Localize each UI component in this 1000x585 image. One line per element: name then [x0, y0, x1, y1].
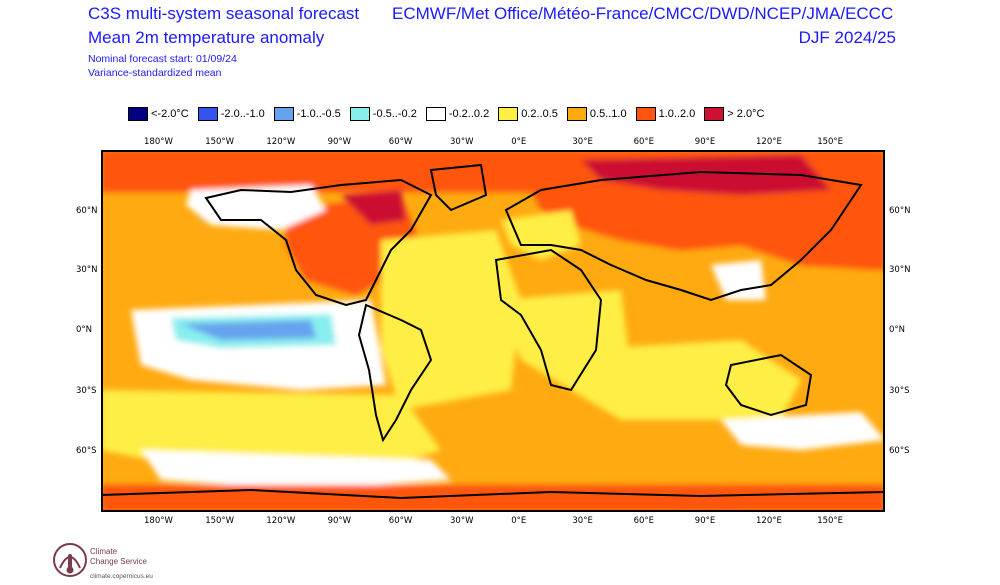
legend-label: > 2.0°C	[727, 108, 765, 120]
method-note: Variance-standardized mean	[88, 67, 222, 79]
lon-tick-label-bottom: 60°W	[388, 516, 413, 526]
coast-eurasia	[504, 170, 863, 302]
legend-swatch	[128, 107, 148, 121]
legend-label: -0.2..0.2	[448, 108, 490, 120]
lon-tick-label-bottom: 120°E	[756, 516, 782, 526]
legend-item: -0.2..0.2	[425, 107, 490, 121]
lon-tick-label-bottom: 60°E	[633, 516, 655, 526]
lat-tick-label-left: 30°N	[76, 265, 98, 275]
legend-item: <-2.0°C	[128, 107, 189, 121]
lon-tick-label-bottom: 150°W	[205, 516, 235, 526]
lon-tick-label-top: 60°E	[633, 137, 655, 147]
lon-tick-label-top: 150°W	[205, 137, 235, 147]
copernicus-logo	[53, 543, 87, 577]
lon-tick-label-top: 90°W	[327, 137, 352, 147]
legend-swatch	[273, 107, 294, 121]
lon-tick-label-top: 30°W	[450, 137, 474, 147]
legend-swatch	[425, 107, 446, 121]
anomaly-region-east-asia	[711, 260, 766, 300]
anomaly-region-southern-ocean-east	[721, 412, 885, 450]
lon-tick-label-bottom: 30°E	[572, 516, 593, 526]
lon-tick-label-bottom: 90°E	[694, 516, 716, 526]
lon-tick-label-top: 180°W	[144, 137, 173, 147]
lon-tick-label-bottom: 30°W	[450, 516, 474, 526]
map-canvas	[101, 150, 885, 512]
map-frame	[101, 150, 885, 512]
anomaly-region-antarctic	[101, 485, 885, 512]
legend-swatch	[566, 107, 587, 121]
legend-label: 0.5..1.0	[589, 108, 627, 120]
legend-swatch	[498, 107, 519, 121]
logo-text-line1: Climate	[90, 547, 118, 556]
logo-url: climate.copernicus.eu	[90, 573, 153, 580]
legend-swatch	[349, 107, 370, 121]
lat-tick-label-left: 0°N	[76, 325, 93, 335]
legend-label: 1.0..2.0	[658, 108, 696, 120]
legend-item: -2.0..-1.0	[197, 107, 265, 121]
legend-item: -1.0..-0.5	[273, 107, 341, 121]
lat-tick-label-right: 60°S	[889, 446, 910, 456]
lon-tick-label-bottom: 180°W	[144, 516, 173, 526]
lon-tick-label-top: 150°E	[817, 137, 844, 147]
anomaly-region-siberia	[581, 155, 831, 195]
color-legend: <-2.0°C -2.0..-1.0 -1.0..-0.5 -0.5..-0.2 -0.…	[128, 105, 773, 123]
coast-australia	[724, 353, 813, 417]
logo-text-line2: Change Service	[90, 557, 147, 566]
lon-tick-label-bottom: 90°W	[327, 516, 352, 526]
forecast-start-note: Nominal forecast start: 01/09/24	[88, 53, 237, 65]
lat-tick-label-right: 0°N	[889, 325, 906, 335]
lon-tick-label-bottom: 150°E	[817, 516, 844, 526]
legend-label: 0.2..0.5	[521, 108, 558, 120]
lat-tick-label-left: 60°S	[76, 446, 97, 456]
lon-tick-label-bottom: 120°W	[266, 516, 296, 526]
lon-tick-label-top: 120°W	[266, 137, 296, 147]
anomaly-region-hudson	[341, 190, 406, 225]
coast-antarctica	[101, 488, 885, 500]
lat-tick-label-right: 30°N	[889, 265, 911, 275]
title-line-1: C3S multi-system seasonal forecast	[88, 4, 360, 23]
legend-swatch	[704, 107, 725, 121]
legend-label: -0.5..-0.2	[372, 108, 417, 120]
lon-tick-label-top: 90°E	[694, 137, 716, 147]
season-label: DJF 2024/25	[798, 28, 896, 47]
legend-label: -2.0..-1.0	[220, 108, 265, 120]
lat-tick-label-left: 60°N	[76, 206, 98, 216]
coast-greenland	[429, 163, 488, 212]
lat-tick-label-right: 30°S	[889, 386, 910, 396]
anomaly-region-eurasia	[531, 180, 885, 270]
legend-label: -1.0..-0.5	[296, 108, 341, 120]
lat-tick-label-right: 60°N	[889, 206, 911, 216]
legend-item: 1.0..2.0	[635, 107, 696, 121]
lon-tick-label-top: 120°E	[756, 137, 782, 147]
lon-tick-label-top: 30°E	[572, 137, 593, 147]
coast-south-america	[357, 303, 433, 443]
anomaly-map	[101, 150, 885, 512]
legend-item: > 2.0°C	[704, 107, 764, 121]
anomaly-region-nino-core	[181, 320, 316, 340]
model-list: ECMWF/Met Office/Météo-France/CMCC/DWD/N…	[392, 4, 894, 23]
lon-tick-label-bottom: 0°E	[511, 516, 527, 526]
legend-item: 0.5..1.0	[566, 107, 627, 121]
anomaly-region-southern-ocean	[141, 450, 451, 490]
anomaly-region-africa	[496, 290, 631, 390]
anomaly-region-atlantic	[381, 230, 521, 410]
legend-label: <-2.0°C	[151, 108, 189, 120]
legend-swatch	[635, 107, 656, 121]
lat-tick-label-left: 30°S	[76, 386, 97, 396]
coast-africa	[494, 248, 603, 392]
coastlines	[101, 163, 885, 500]
title-line-2: Mean 2m temperature anomaly	[88, 28, 325, 47]
logo-text: Climate Change Service	[90, 547, 147, 567]
lon-tick-label-top: 0°E	[511, 137, 527, 147]
legend-item: -0.5..-0.2	[349, 107, 417, 121]
legend-swatch	[197, 107, 218, 121]
legend-item: 0.2..0.5	[498, 107, 558, 121]
coast-north-america	[204, 178, 433, 307]
lon-tick-label-top: 60°W	[388, 137, 413, 147]
